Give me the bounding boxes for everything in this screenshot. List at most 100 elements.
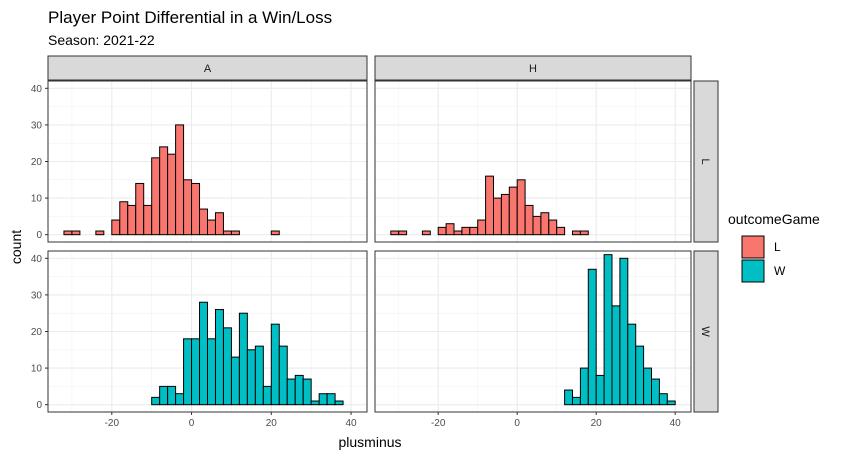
histogram-bar	[199, 208, 208, 236]
facet-strip-label: L	[699, 158, 711, 164]
histogram-bar	[71, 230, 81, 236]
panel-h-w	[374, 250, 692, 413]
histogram-bar	[532, 215, 542, 236]
histogram-bar	[556, 226, 566, 236]
histogram-bar	[199, 301, 208, 406]
histogram-bar	[548, 219, 558, 236]
histogram-bar	[627, 323, 637, 406]
facet-strip-label: A	[204, 63, 212, 75]
y-tick-label: 40	[31, 254, 43, 265]
histogram-bar	[603, 254, 613, 406]
panel-border	[374, 80, 692, 243]
histogram-bar	[469, 226, 479, 236]
x-tick-label: 20	[266, 418, 278, 429]
x-tick-label: -20	[431, 418, 446, 429]
histogram-bar	[658, 393, 668, 406]
legend-title: outcomeGame	[728, 211, 820, 227]
facet-strip-label: W	[699, 326, 711, 337]
histogram-bar	[175, 393, 185, 406]
histogram-bar	[214, 309, 224, 406]
chart-subtitle: Season: 2021-22	[48, 32, 155, 48]
histogram-bar	[151, 396, 161, 406]
histogram-bar	[334, 400, 344, 406]
histogram-bar	[191, 338, 201, 406]
facet-strip-label: H	[529, 63, 537, 75]
histogram-bar	[207, 219, 216, 236]
y-tick-label: 30	[31, 290, 43, 301]
histogram-bar	[524, 204, 534, 236]
facet-strip-l: L	[693, 80, 719, 243]
histogram-bar	[63, 230, 73, 236]
histogram-bar	[318, 393, 328, 406]
histogram-bar	[326, 393, 336, 406]
facet-panels: A H L W 0 10 20 30 40 0 10 20 30 40 -20 0 20 40 -20 0 20 40	[31, 55, 719, 429]
histogram-bar	[540, 212, 550, 236]
histogram-bar	[270, 230, 280, 236]
histogram-bar	[390, 230, 400, 236]
histogram-bar	[477, 219, 487, 236]
histogram-bar	[135, 182, 145, 236]
histogram-bar	[579, 367, 589, 406]
facet-strip-h: H	[374, 55, 692, 81]
histogram-bar	[500, 193, 510, 236]
x-tick-label: 20	[591, 418, 603, 429]
histogram-bar	[572, 230, 581, 236]
histogram-bar	[119, 201, 129, 236]
histogram-bar	[421, 230, 431, 236]
histogram-bar	[516, 179, 526, 236]
histogram-bar	[183, 338, 193, 406]
facet-strip-w: W	[693, 250, 719, 413]
y-tick-label: 10	[31, 364, 43, 375]
histogram-bar	[294, 374, 304, 406]
histogram-bar	[222, 327, 232, 406]
legend-label-l: L	[774, 240, 781, 254]
histogram-bar	[666, 400, 676, 406]
histogram-bar	[214, 212, 224, 236]
histogram-bar	[461, 226, 471, 236]
histogram-bar	[437, 226, 447, 236]
facet-strip-a: A	[47, 55, 368, 81]
histogram-bar	[183, 179, 193, 236]
panel-border	[374, 250, 692, 413]
x-axis-title: plusminus	[338, 434, 401, 450]
histogram-bar	[493, 197, 502, 236]
histogram-bar	[151, 157, 161, 236]
histogram-bar	[111, 219, 121, 236]
histogram-bar	[207, 338, 216, 406]
legend-key-w	[741, 259, 765, 283]
histogram-bar	[127, 204, 137, 236]
y-axis-title: count	[8, 230, 24, 264]
chart-title: Player Point Differential in a Win/Loss	[48, 8, 332, 27]
histogram-bar	[445, 223, 455, 236]
histogram-bar	[564, 389, 573, 406]
y-tick-label: 30	[31, 120, 43, 131]
histogram-bar	[95, 230, 105, 236]
histogram-bar	[270, 323, 280, 406]
histogram-bar	[159, 146, 169, 236]
histogram-bar	[643, 367, 652, 406]
y-tick-label: 10	[31, 194, 43, 205]
legend: outcomeGame L W	[728, 211, 820, 283]
histogram-bar	[651, 378, 660, 406]
panel-a-l	[47, 80, 368, 243]
histogram-bar	[302, 378, 312, 406]
x-tick-label: 40	[345, 418, 357, 429]
x-tick-label: 40	[670, 418, 682, 429]
histogram-bar	[278, 345, 288, 406]
histogram-bar	[230, 230, 240, 236]
y-tick-label: 0	[36, 400, 42, 411]
histogram-bar	[310, 400, 320, 406]
y-tick-label: 0	[36, 230, 42, 241]
histogram-bar	[485, 175, 495, 236]
histogram-bar	[222, 230, 232, 236]
histogram-bar	[191, 182, 201, 236]
x-tick-label: 0	[514, 418, 520, 429]
histogram-bar	[175, 124, 185, 236]
histogram-bar	[619, 257, 629, 406]
legend-key-l	[741, 235, 765, 259]
histogram-bar	[143, 204, 153, 236]
histogram-bar	[453, 230, 463, 236]
x-tick-label: -20	[105, 418, 120, 429]
y-tick-label: 40	[31, 84, 43, 95]
